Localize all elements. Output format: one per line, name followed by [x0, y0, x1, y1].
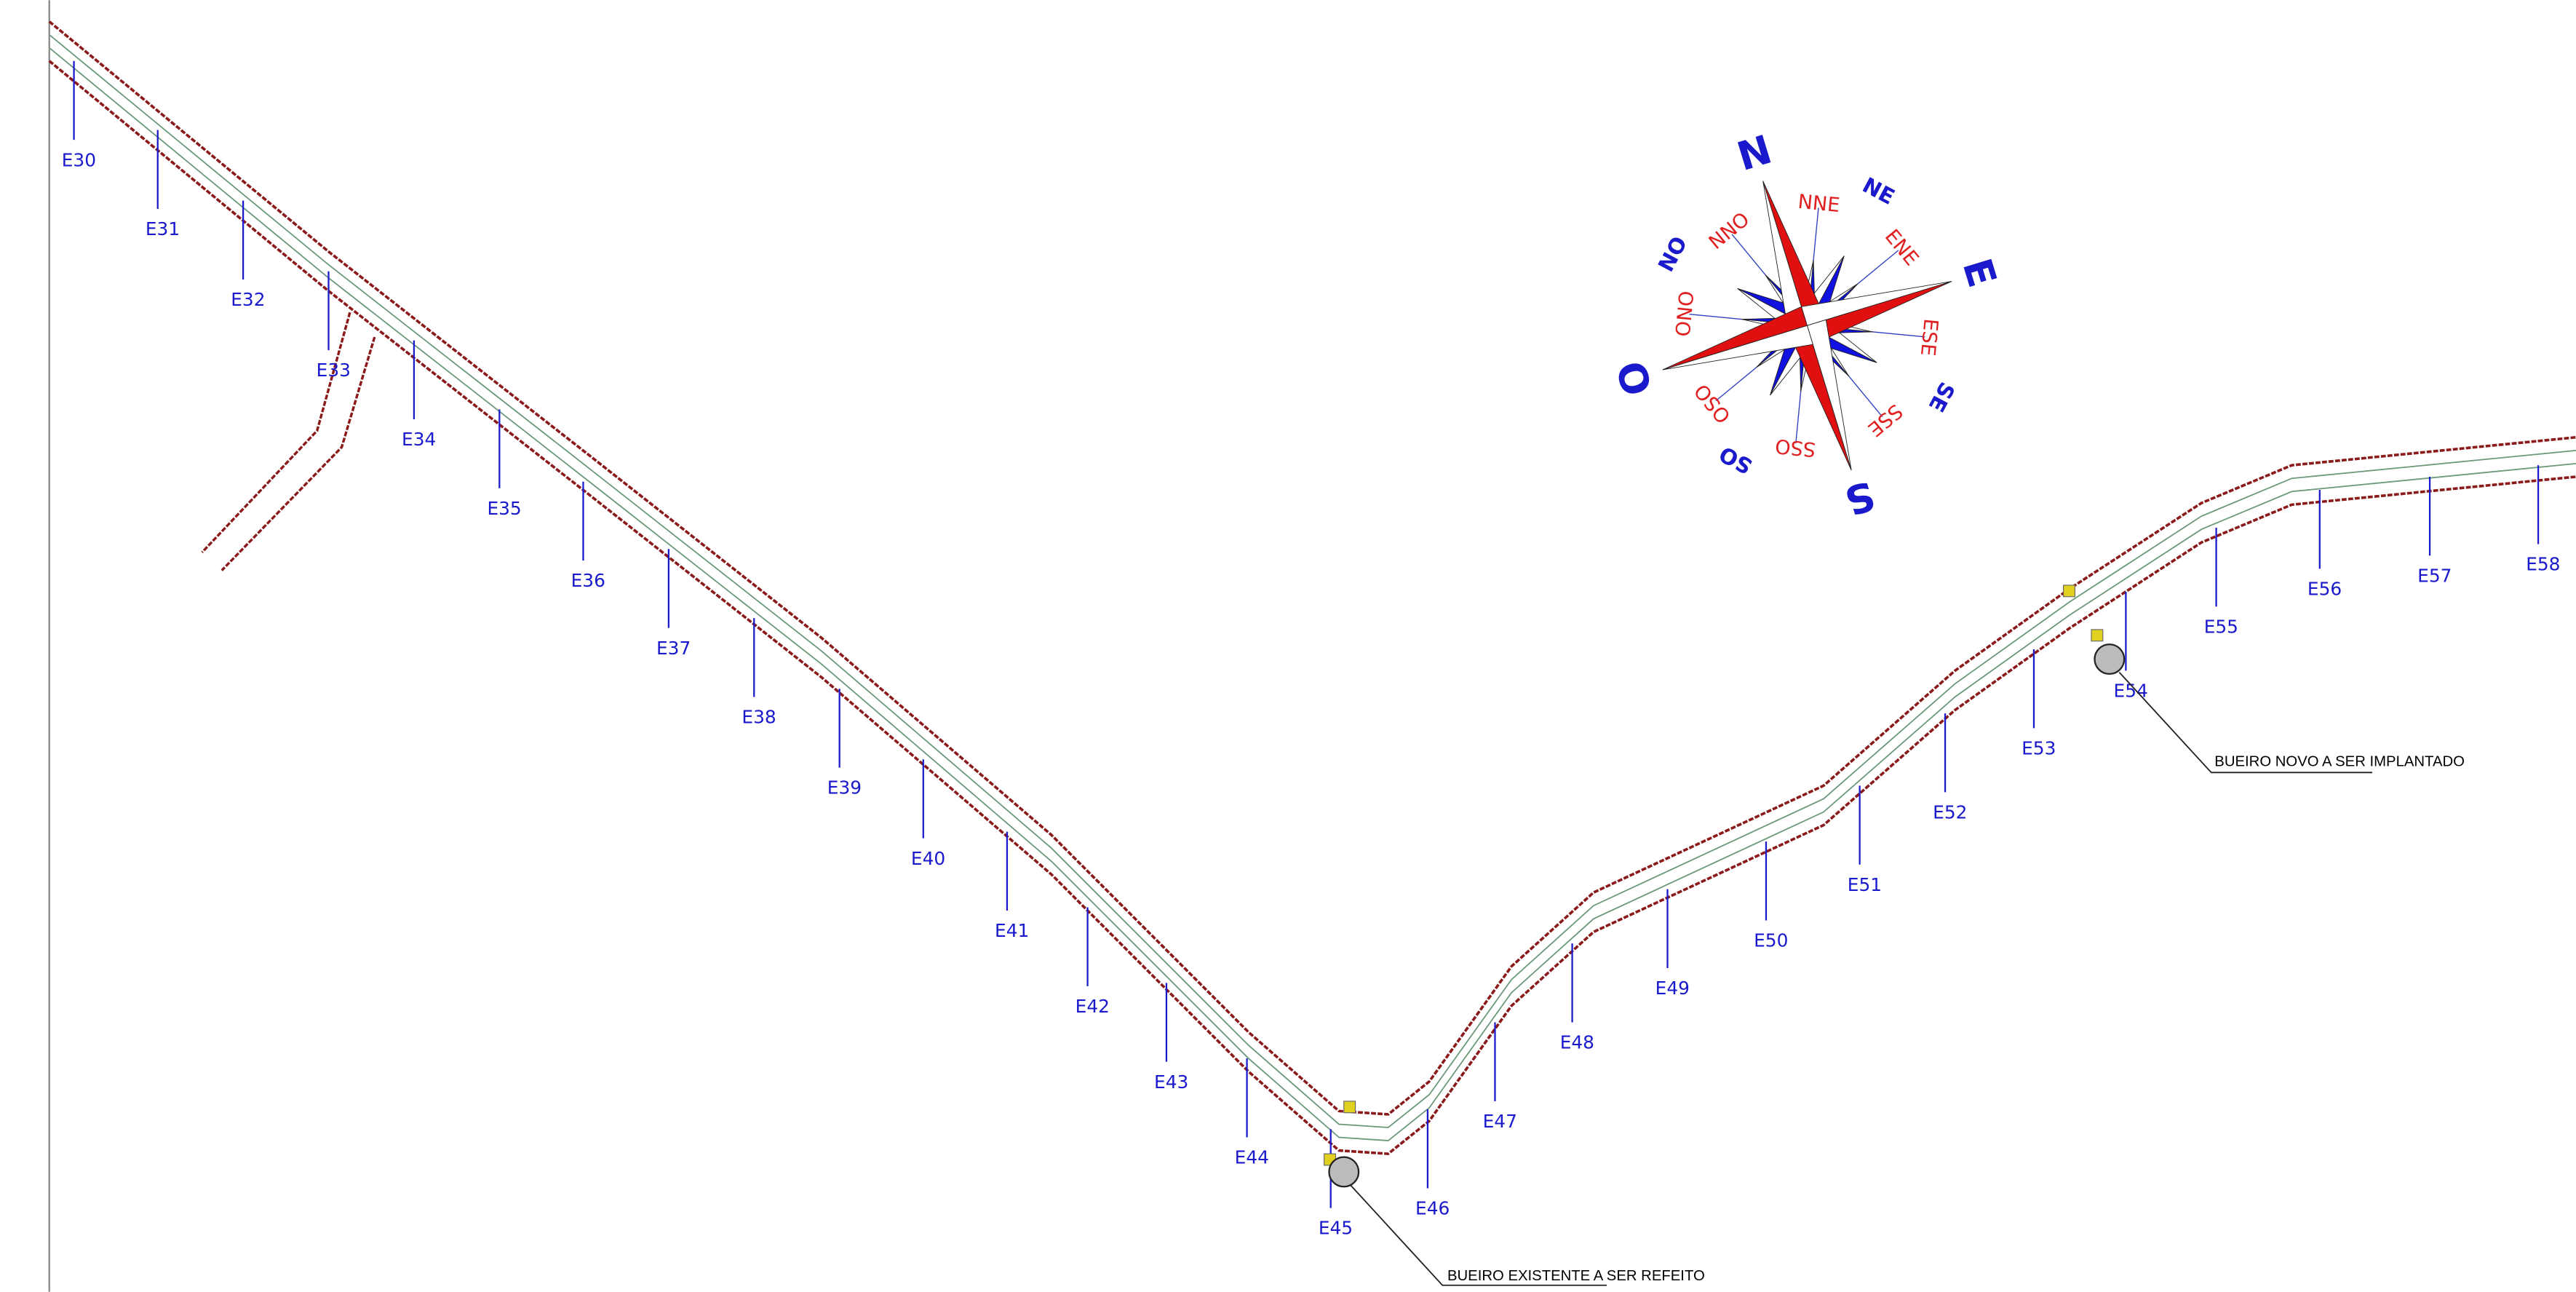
- compass-label: S: [1840, 472, 1880, 524]
- station-label: E44: [1235, 1147, 1269, 1168]
- road-edge: [49, 22, 2576, 1114]
- compass-label: NE: [1859, 173, 1899, 210]
- station-label: E35: [487, 498, 521, 519]
- station-label: E48: [1560, 1032, 1594, 1053]
- lane-line: [49, 35, 2576, 1127]
- compass-label: OSO: [1690, 379, 1736, 427]
- culverts: BUEIRO EXISTENTE A SER REFEITO BUEIRO NO…: [1324, 585, 2465, 1285]
- station-label: E55: [2204, 616, 2238, 637]
- compass-label: O: [1608, 355, 1662, 400]
- station-label: E52: [1933, 802, 1967, 823]
- branch-edge: [222, 337, 375, 571]
- station-label: E36: [571, 570, 605, 591]
- culvert-head: [2064, 585, 2075, 597]
- station-label: E42: [1076, 996, 1110, 1017]
- compass-label: NO: [1653, 232, 1692, 276]
- annotation: BUEIRO EXISTENTE A SER REFEITO: [1447, 1268, 1705, 1284]
- road-edge: [49, 61, 2576, 1154]
- compass-label: NNE: [1797, 191, 1840, 217]
- station-label: E47: [1483, 1111, 1517, 1132]
- station-label: E56: [2307, 579, 2342, 600]
- culvert-head: [1344, 1101, 1356, 1113]
- culvert: [2095, 644, 2125, 674]
- station-label: E33: [317, 360, 351, 381]
- annotation: BUEIRO NOVO A SER IMPLANTADO: [2214, 753, 2465, 769]
- station-label: E39: [827, 777, 862, 798]
- station-label: E49: [1655, 978, 1690, 999]
- station-label: E34: [402, 429, 436, 450]
- drawing: E30 E31 E32 E33 E34 E35 E36 E37 E38 E39 E40 E41 E42 E…: [0, 0, 2576, 1292]
- culvert-head: [2091, 630, 2103, 641]
- lane-line: [49, 48, 2576, 1141]
- compass-label: SSE: [1864, 400, 1907, 441]
- stations: E30 E31 E32 E33 E34 E35 E36 E37 E38 E39 E40 E41 E42 E…: [62, 61, 2561, 1239]
- station-label: E32: [231, 289, 265, 310]
- road: [49, 22, 2576, 1154]
- station-label: E51: [1848, 874, 1882, 895]
- compass-label: E: [1954, 253, 2005, 293]
- station-label: E46: [1415, 1198, 1450, 1219]
- compass-label: N: [1732, 127, 1777, 181]
- station-label: E50: [1754, 930, 1788, 951]
- compass-label: ENE: [1880, 225, 1923, 270]
- compass-label: ESE: [1916, 317, 1942, 357]
- station-label: E38: [742, 707, 776, 728]
- station-label: E31: [146, 218, 180, 239]
- compass-label: SO: [1715, 441, 1757, 479]
- culvert: [1329, 1157, 1359, 1187]
- station-label: E37: [656, 638, 691, 659]
- station-label: E40: [911, 848, 945, 869]
- station-label: E43: [1154, 1071, 1188, 1093]
- station-label: E30: [62, 149, 96, 170]
- station-label: E53: [2022, 738, 2056, 759]
- station-label: E57: [2417, 565, 2452, 586]
- station-label: E45: [1319, 1218, 1353, 1239]
- compass-label: NNO: [1705, 208, 1754, 254]
- station-label: E41: [995, 920, 1029, 941]
- compass-label: SSO: [1774, 434, 1816, 460]
- compass-label: SE: [1923, 378, 1959, 416]
- station-label: E58: [2526, 554, 2560, 575]
- compass-label: ONO: [1672, 290, 1699, 338]
